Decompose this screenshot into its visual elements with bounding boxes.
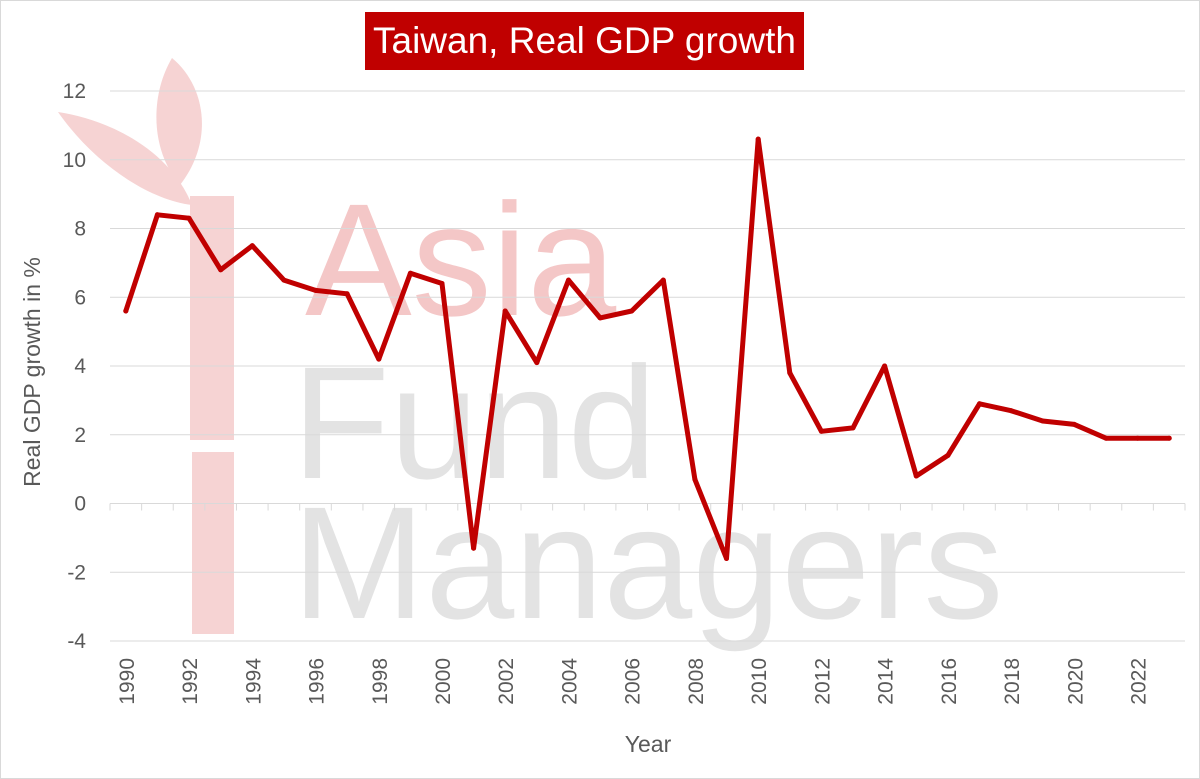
series-line bbox=[123, 136, 1172, 561]
data-point bbox=[945, 452, 951, 458]
x-tick-label: 2014 bbox=[875, 658, 898, 705]
x-tick-label: 2006 bbox=[622, 658, 645, 705]
x-tick-label: 2016 bbox=[938, 658, 961, 705]
data-point bbox=[249, 243, 255, 249]
y-tick-label: 0 bbox=[74, 493, 86, 516]
y-tick-label: 4 bbox=[74, 355, 86, 378]
x-tick-label: 2004 bbox=[558, 658, 581, 705]
y-axis-title: Real GDP growth in % bbox=[19, 257, 45, 487]
data-point bbox=[439, 281, 445, 286]
data-point bbox=[1135, 435, 1141, 441]
x-tick-label: 1990 bbox=[116, 658, 139, 705]
series-layer bbox=[123, 136, 1172, 561]
data-point bbox=[977, 401, 982, 407]
data-point bbox=[1040, 418, 1046, 424]
x-tick-label: 2020 bbox=[1064, 658, 1087, 705]
data-point bbox=[407, 270, 413, 276]
x-tick-label: 1994 bbox=[242, 658, 265, 705]
data-point bbox=[281, 277, 287, 283]
x-tick-label: 2010 bbox=[748, 658, 771, 705]
data-point bbox=[629, 308, 635, 314]
data-point bbox=[344, 291, 350, 297]
data-point bbox=[1008, 408, 1014, 414]
y-axis-ticks: -4 -2 0 2 4 6 8 10 12 bbox=[63, 80, 87, 653]
y-tick-label: 8 bbox=[74, 218, 86, 241]
y-tick-label: 12 bbox=[63, 80, 86, 103]
data-point bbox=[597, 315, 603, 321]
y-tick-label: -4 bbox=[67, 630, 86, 653]
x-tick-label: 2002 bbox=[495, 658, 518, 705]
x-axis bbox=[109, 503, 1186, 511]
data-point bbox=[471, 545, 477, 551]
x-tick-label: 2000 bbox=[432, 658, 455, 705]
x-axis-title: Year bbox=[625, 731, 672, 757]
watermark-logo: Asia Fund Managers bbox=[58, 58, 1003, 652]
data-point bbox=[660, 277, 666, 283]
data-point bbox=[1071, 421, 1077, 427]
data-point bbox=[755, 136, 761, 142]
data-point bbox=[850, 425, 856, 431]
data-point bbox=[724, 556, 729, 561]
x-tick-label: 1996 bbox=[306, 658, 329, 705]
x-tick-label: 2012 bbox=[811, 658, 834, 705]
watermark-text-asia: Asia bbox=[305, 170, 616, 349]
y-tick-label: 6 bbox=[74, 286, 86, 309]
x-tick-label: 2022 bbox=[1128, 658, 1151, 705]
data-point bbox=[313, 287, 318, 293]
data-point bbox=[787, 370, 793, 376]
data-point bbox=[123, 308, 129, 314]
y-tick-label: 10 bbox=[63, 149, 86, 172]
watermark-leaf-left-icon bbox=[58, 112, 192, 205]
watermark-stem-bottom bbox=[192, 452, 234, 634]
y-tick-label: 2 bbox=[74, 424, 86, 447]
data-point bbox=[913, 473, 919, 479]
watermark-leaf-right-icon bbox=[156, 58, 202, 185]
data-point bbox=[502, 308, 508, 314]
data-point bbox=[186, 215, 192, 221]
data-point bbox=[154, 212, 160, 218]
x-tick-label: 1992 bbox=[179, 658, 202, 705]
chart-title: Taiwan, Real GDP growth bbox=[365, 12, 804, 70]
data-point bbox=[534, 360, 540, 366]
data-point bbox=[566, 277, 571, 283]
data-point bbox=[1166, 435, 1172, 441]
data-point bbox=[376, 356, 382, 362]
y-tick-label: -2 bbox=[67, 561, 86, 584]
data-point bbox=[218, 267, 224, 273]
data-point bbox=[882, 363, 888, 369]
x-tick-label: 2008 bbox=[685, 658, 708, 705]
data-point bbox=[818, 428, 824, 434]
watermark-text-managers: Managers bbox=[292, 473, 1003, 652]
x-tick-label: 2018 bbox=[1001, 658, 1024, 705]
x-tick-label: 1998 bbox=[369, 658, 392, 705]
data-point bbox=[1103, 435, 1109, 441]
data-point bbox=[692, 476, 698, 482]
watermark-stem-top bbox=[190, 196, 234, 440]
x-axis-ticks: 1990 1992 1994 1996 1998 2000 2002 2004 2006 2008… bbox=[116, 658, 1151, 705]
watermark-text-fund: Fund bbox=[292, 333, 657, 512]
